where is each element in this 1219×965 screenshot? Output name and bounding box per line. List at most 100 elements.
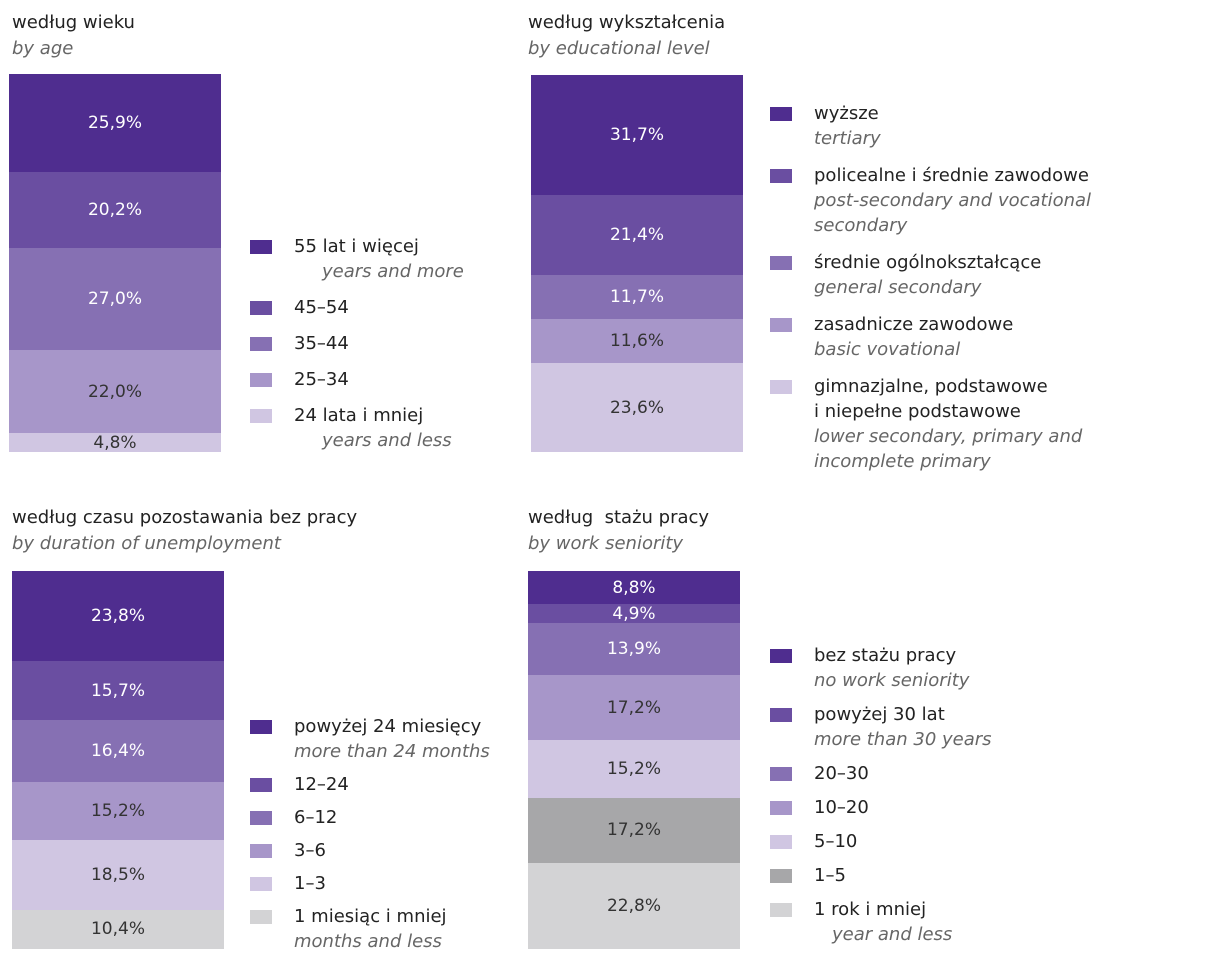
bar-segment: 10,4% [12, 909, 224, 949]
legend-swatch [770, 869, 792, 883]
legend-item: wyższe tertiary [770, 101, 1128, 151]
legend-label: bez stażu pracy [814, 645, 957, 666]
legend-text: 55 lat i więcej years and more [294, 234, 464, 284]
legend-label: 1–5 [814, 865, 846, 886]
legend-item: 10–20 [770, 795, 992, 820]
legend-swatch [770, 256, 792, 270]
legend: 55 lat i więcej years and more 45–54 35–44 2… [250, 234, 464, 464]
legend-swatch [770, 767, 792, 781]
legend-swatch [250, 778, 272, 792]
legend-label-en: year and less [832, 924, 953, 945]
legend: bez stażu pracy no work seniority powyżej … [770, 643, 992, 956]
legend-label: 10–20 [814, 797, 869, 818]
data-label: 23,8% [90, 605, 145, 626]
data-label: 16,4% [90, 741, 145, 762]
data-label: 8,8% [612, 577, 656, 598]
legend-item: 6–12 [250, 805, 490, 830]
legend-text: 20–30 [814, 761, 869, 786]
chart-subtitle: by educational level [528, 38, 710, 59]
bar-segment: 25,9% [9, 74, 221, 172]
bar-segment: 23,6% [531, 363, 743, 452]
legend-text: powyżej 24 miesięcy more than 24 months [294, 714, 490, 764]
chart-panel: według wieku by age 25,9% 20,2% 27,0% 22,0% 4,… [9, 0, 612, 470]
legend-label: 25–34 [294, 369, 349, 390]
legend-text: 12–24 [294, 772, 349, 797]
bar-segment: 4,9% [528, 604, 740, 624]
legend: powyżej 24 miesięcy more than 24 months 12… [250, 714, 490, 962]
data-label: 22,0% [87, 381, 142, 402]
bar-segment: 4,8% [9, 432, 221, 453]
legend-swatch [250, 409, 272, 423]
data-label: 15,7% [90, 680, 145, 701]
legend-swatch [250, 301, 272, 315]
legend-swatch [770, 903, 792, 917]
bar-segment: 18,5% [12, 839, 224, 910]
legend-label: gimnazjalne, podstawowe i niepełne podst… [814, 376, 1048, 422]
legend-label-en: more than 24 months [294, 741, 490, 762]
bar-segment: 23,8% [12, 571, 224, 661]
legend-swatch [250, 337, 272, 351]
legend-swatch [770, 835, 792, 849]
legend-swatch [770, 708, 792, 722]
legend-label: 20–30 [814, 763, 869, 784]
legend-item: powyżej 30 lat more than 30 years [770, 702, 992, 752]
legend-label: zasadnicze zawodowe [814, 314, 1014, 335]
chart-title: według wieku [12, 12, 135, 33]
bar-segment: 15,2% [528, 740, 740, 798]
data-label: 17,2% [606, 820, 661, 841]
legend-text: wyższe tertiary [814, 101, 881, 151]
legend-item: 3–6 [250, 838, 490, 863]
legend-item: powyżej 24 miesięcy more than 24 months [250, 714, 490, 764]
legend-swatch [250, 373, 272, 387]
chart-panel: według wykształcenia by educational level… [528, 0, 1128, 472]
legend-label: 3–6 [294, 840, 326, 861]
legend-swatch [250, 240, 272, 254]
legend-label-en: years and less [322, 430, 452, 451]
legend-swatch [250, 910, 272, 924]
chart-title: według stażu pracy [528, 507, 710, 528]
legend-item: 55 lat i więcej years and more [250, 234, 464, 284]
data-label: 21,4% [609, 224, 664, 245]
legend: wyższe tertiary policealne i średnie zawod… [770, 101, 1128, 486]
data-label: 4,8% [93, 432, 137, 453]
data-label: 11,6% [609, 331, 664, 352]
legend-item: gimnazjalne, podstawowe i niepełne podst… [770, 374, 1128, 474]
bar-segment: 16,4% [12, 720, 224, 783]
bar-segment: 21,4% [531, 194, 743, 276]
bar-segment: 11,7% [531, 275, 743, 320]
legend-item: 1 miesiąc i mniej months and less [250, 904, 490, 954]
legend-label: 55 lat i więcej [294, 236, 419, 257]
legend-text: 45–54 [294, 295, 349, 320]
chart-subtitle: by duration of unemployment [12, 533, 281, 554]
bar-segment: 17,2% [528, 675, 740, 741]
bar-segment: 17,2% [528, 797, 740, 863]
legend-swatch [770, 169, 792, 183]
legend-label-en: basic vovational [814, 339, 961, 360]
legend-text: gimnazjalne, podstawowe i niepełne podst… [814, 374, 1082, 474]
chart-panel: według czasu pozostawania bez pracy by du… [12, 495, 612, 965]
legend-text: 25–34 [294, 367, 349, 392]
data-label: 15,2% [606, 759, 661, 780]
bar-segment: 11,6% [531, 319, 743, 363]
legend-swatch [770, 801, 792, 815]
legend-label-en: years and more [322, 261, 464, 282]
data-label: 15,2% [90, 801, 145, 822]
legend-text: policealne i średnie zawodowe post-second… [814, 163, 1128, 238]
data-label: 20,2% [87, 200, 142, 221]
legend-label: 35–44 [294, 333, 349, 354]
stacked-bar: 8,8% 4,9% 13,9% 17,2% 15,2% 17,2% 22,8% [528, 571, 740, 949]
legend-text: średnie ogólnokształcące general secondar… [814, 250, 1041, 300]
legend-label-en: post-secondary and vocational secondary [814, 190, 1092, 236]
data-label: 31,7% [609, 124, 664, 145]
legend-swatch [770, 380, 792, 394]
legend-text: bez stażu pracy no work seniority [814, 643, 969, 693]
legend-text: 5–10 [814, 829, 857, 854]
legend-label: 5–10 [814, 831, 858, 852]
legend-label-en: tertiary [814, 128, 881, 149]
legend-swatch [770, 107, 792, 121]
legend-item: 24 lata i mniej years and less [250, 403, 464, 453]
stacked-bar: 25,9% 20,2% 27,0% 22,0% 4,8% [9, 74, 221, 453]
chart-title: według wykształcenia [528, 12, 726, 33]
bar-segment: 15,2% [12, 782, 224, 840]
